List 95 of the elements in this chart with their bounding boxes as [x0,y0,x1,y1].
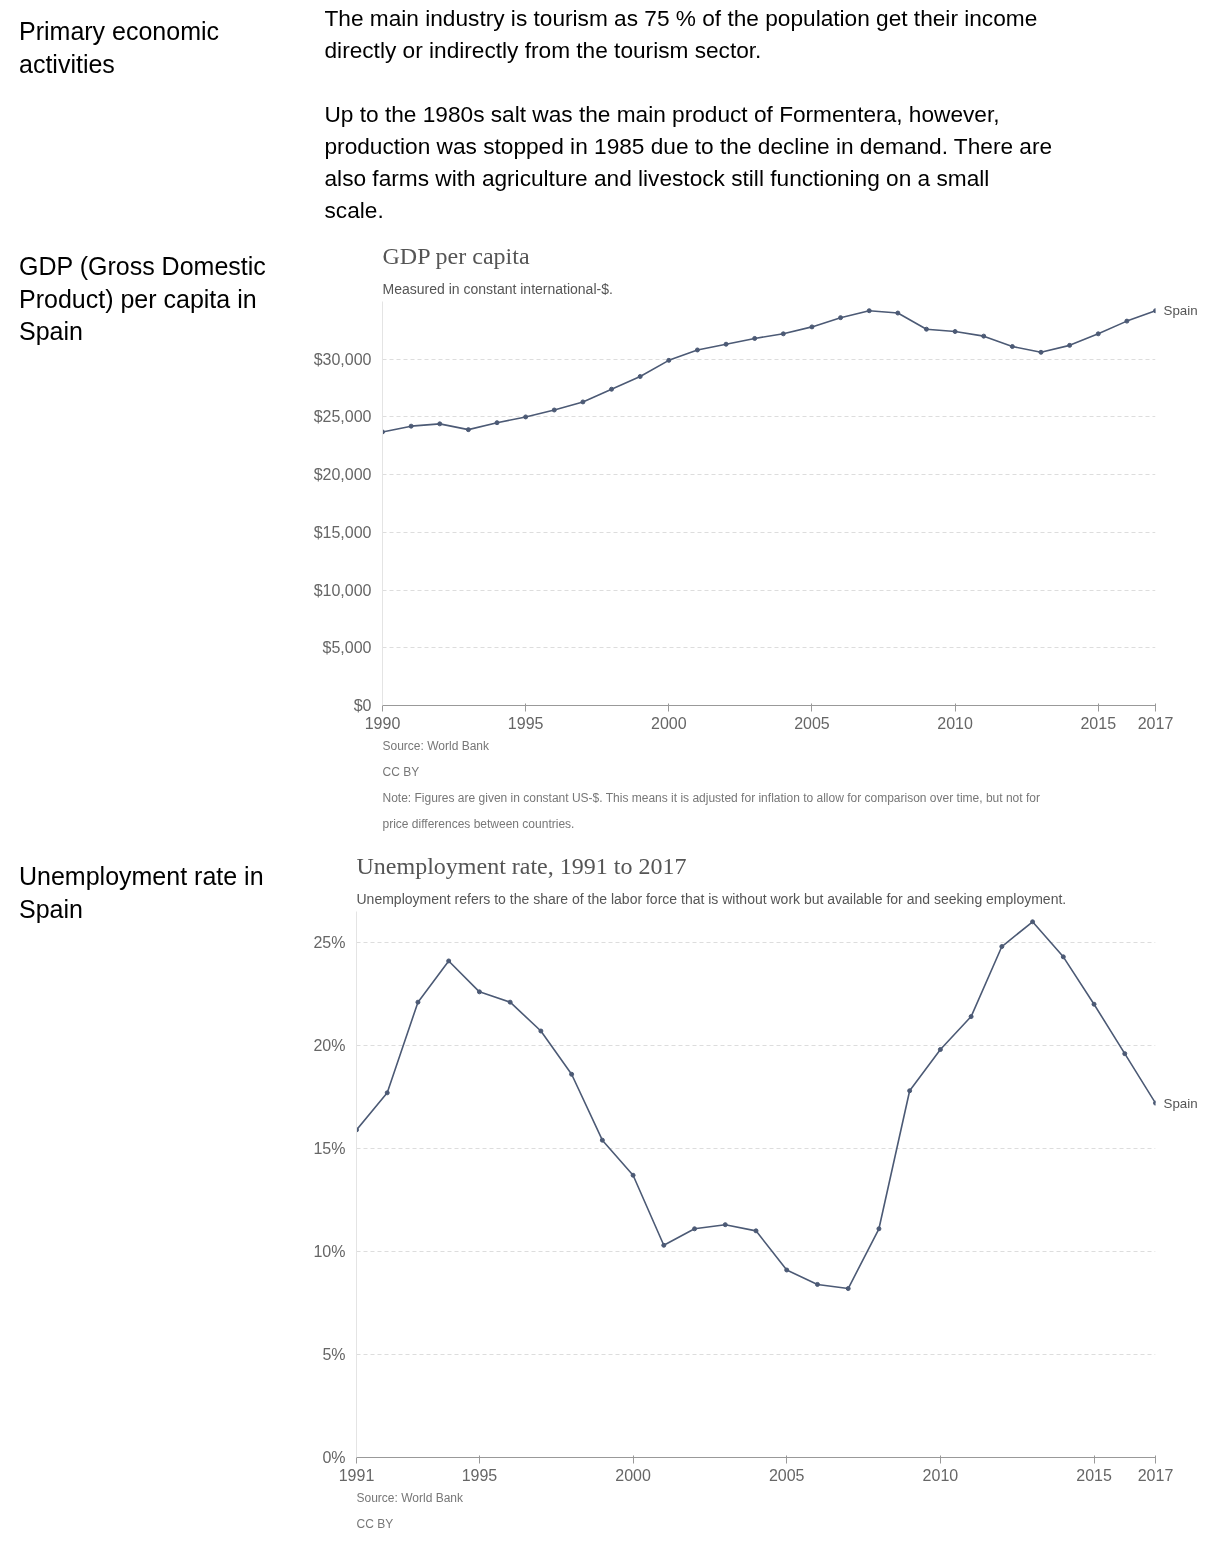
x-tick-label: 2010 [937,714,973,732]
point [809,324,815,330]
chart-title: GDP per capita [382,242,530,269]
point [538,1028,544,1034]
point [723,341,729,347]
point [722,1222,728,1228]
point [1095,331,1101,337]
y-tick-label: $30,000 [313,350,372,368]
point [753,1228,759,1234]
point [415,999,421,1005]
y-tick-label: 0% [322,1449,346,1466]
point [907,1088,913,1094]
text: GDP (Gross Domestic Product) per capita in Spain [19,251,267,347]
text: Spain [19,894,83,923]
point [780,331,786,337]
point [1124,318,1130,324]
x-tick-label: 1995 [461,1466,498,1484]
text: Primary economic activities [19,16,221,80]
x-tick-label: 1995 [507,714,544,732]
x-tick-label: 2010 [922,1466,959,1484]
point [551,407,557,413]
chart-title: Unemployment rate, 1991 to 2017 [356,852,687,879]
point [692,1226,698,1232]
x-tick-label: 1991 [338,1466,375,1484]
chart-subtitle: Unemployment refers to the share of the labor force that is without work but available for and seeking employment. [356,890,1067,907]
y-tick-label: $0 [353,697,372,714]
x-tick-label: 2017 [1137,714,1174,732]
point [845,1286,851,1292]
y-tick-label: 15% [313,1139,346,1157]
y-tick-label: $25,000 [313,408,372,426]
x-tick-label: 1990 [364,714,401,732]
point [1030,919,1036,925]
text: Spain [1163,303,1198,319]
point [476,989,482,995]
point [895,310,901,316]
point [1060,954,1066,960]
point [630,1172,636,1178]
point [968,1014,974,1020]
point [866,308,872,314]
y-tick-label: $5,000 [322,639,372,657]
point [999,944,1005,950]
y-tick-label: 5% [322,1345,346,1363]
x-tick-label: 2015 [1080,714,1117,732]
text: CC BY [382,764,420,779]
y-tick-label: $20,000 [313,466,372,484]
text: Unemployment rate in [19,862,264,890]
point [1009,344,1015,350]
point [580,399,586,405]
point [599,1137,605,1143]
point [437,421,443,427]
point [494,420,500,426]
chart-subtitle: Measured in constant international-$. [382,280,613,297]
y-tick-label: 10% [313,1242,346,1260]
source-note: Source: World Bank [356,1490,464,1505]
text: The main industry is tourism as 75 % of the population get their income directly or indirectly from the tourism sector. [324,4,1038,63]
y-tick-label: 25% [313,933,346,951]
point [569,1071,575,1077]
point [1091,1001,1097,1007]
legend-label: Spain [1163,1095,1198,1111]
point [523,414,529,420]
point [1038,349,1044,355]
point [1067,342,1073,348]
point [814,1281,820,1287]
point [465,427,471,433]
point [838,315,844,321]
x-tick-label: 2000 [651,714,687,732]
text: CC BY [356,1516,394,1531]
point [666,357,672,363]
point [1122,1051,1128,1057]
y-tick-label: 20% [313,1036,346,1054]
y-tick-label: $10,000 [313,581,372,599]
point [507,999,513,1005]
x-tick-label: 2017 [1137,1466,1174,1484]
point [661,1242,667,1248]
source-note: Source: World Bank [382,738,490,753]
y-tick-label: $15,000 [313,523,372,541]
point [384,1090,390,1096]
point [609,386,615,392]
text: Note: Figures are given in constant US-$. This means it is adjusted for inflation to allow for comparison over time, but not for price differences between countries. [382,790,1040,831]
point [784,1267,790,1273]
point [408,423,414,429]
x-tick-label: 2015 [1076,1466,1112,1484]
point [937,1047,943,1053]
x-tick-label: 2005 [768,1466,805,1484]
point [752,335,758,341]
point [923,326,929,332]
point [952,329,958,335]
text: Up to the 1980s salt was the main product of Formentera, however, production was stopped in 1985 due to the decline in demand. There are also farms with agriculture and livestock still functioning on a small scale. [324,100,1053,223]
x-tick-label: 2000 [615,1466,651,1484]
point [637,374,643,380]
point [446,958,452,964]
point [694,347,700,353]
x-tick-label: 2005 [794,714,830,732]
point [981,333,987,339]
point [876,1226,882,1232]
